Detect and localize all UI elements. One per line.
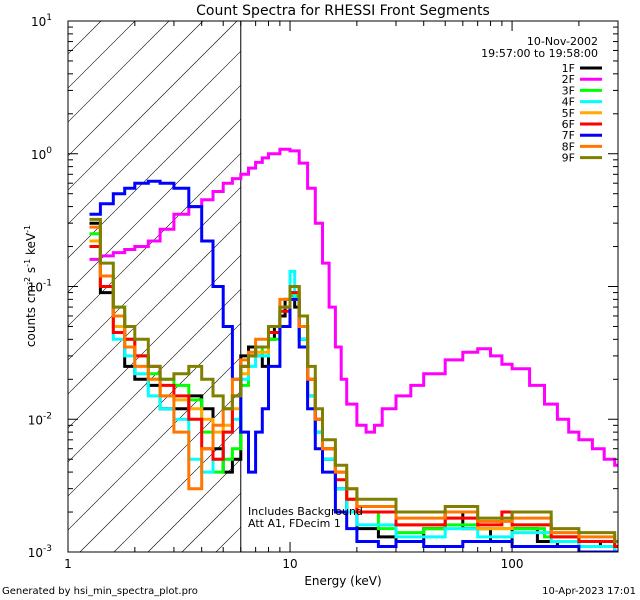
annotation-attenuator: Att A1, FDecim 1 bbox=[248, 517, 341, 530]
series-1F-line bbox=[89, 221, 618, 552]
hatch-line bbox=[68, 84, 241, 259]
hatch-line bbox=[68, 220, 241, 395]
x-tick-labels: 1 10 100 bbox=[64, 557, 523, 571]
legend-label-5F: 5F bbox=[562, 107, 575, 120]
hatch-line bbox=[68, 152, 241, 327]
annotation-background: Includes Background bbox=[248, 505, 363, 518]
x-axis-label: Energy (keV) bbox=[304, 574, 381, 588]
axis-ticks bbox=[67, 21, 619, 553]
x-tick-label: 1 bbox=[64, 557, 72, 571]
hatch-line bbox=[147, 458, 241, 552]
hatch-line bbox=[79, 390, 241, 552]
date-label: 10-Nov-2002 bbox=[527, 35, 598, 48]
footer-generated-by: Generated by hsi_min_spectra_plot.pro bbox=[2, 586, 198, 597]
y-label-sup1: -2 bbox=[23, 277, 32, 285]
hatch-line bbox=[68, 254, 241, 429]
y-tick-label: 10-3 bbox=[28, 544, 52, 560]
y-tick-labels: 10-3 10-2 10-1 100 101 bbox=[28, 13, 53, 560]
hatched-region bbox=[68, 21, 640, 552]
hatch-line bbox=[68, 186, 241, 361]
hatch-line bbox=[68, 21, 238, 191]
legend-label-3F: 3F bbox=[562, 84, 575, 97]
legend-label-8F: 8F bbox=[562, 140, 575, 153]
time-range-label: 19:57:00 to 19:58:00 bbox=[481, 47, 598, 60]
x-tick-label: 100 bbox=[501, 557, 524, 571]
y-label-main: counts cm bbox=[24, 285, 38, 347]
y-axis-label: counts cm-2 s-1 keV-1 bbox=[23, 225, 38, 347]
hatch-line bbox=[68, 356, 241, 531]
y-label-mid: s bbox=[24, 267, 38, 277]
y-tick-label: 10-1 bbox=[28, 279, 52, 295]
legend-label-6F: 6F bbox=[562, 118, 575, 131]
hatch-line bbox=[215, 526, 241, 552]
chart-title: Count Spectra for RHESSI Front Segments bbox=[196, 3, 490, 19]
y-label-sup3: -1 bbox=[23, 225, 32, 233]
legend-label-7F: 7F bbox=[562, 129, 575, 142]
hatch-line bbox=[68, 21, 170, 123]
hatch-line bbox=[68, 50, 241, 225]
hatch-line bbox=[624, 21, 640, 552]
y-label-sup2: -1 bbox=[23, 259, 32, 267]
legend-label-4F: 4F bbox=[562, 96, 575, 109]
hatch-line bbox=[68, 322, 241, 497]
legend-label-9F: 9F bbox=[562, 152, 575, 165]
x-tick-label: 10 bbox=[282, 557, 297, 571]
y-label-end: keV bbox=[24, 232, 38, 259]
y-tick-label: 100 bbox=[31, 146, 52, 162]
hatch-line bbox=[68, 21, 204, 157]
legend-label-2F: 2F bbox=[562, 73, 575, 86]
series-layer bbox=[89, 147, 618, 552]
y-tick-label: 10-2 bbox=[28, 411, 52, 427]
footer-timestamp: 10-Apr-2023 17:01 bbox=[542, 586, 636, 597]
series-9F-line bbox=[89, 217, 618, 543]
legend-label-1F: 1F bbox=[562, 62, 575, 75]
series-7F-line bbox=[89, 179, 618, 552]
hatch-line bbox=[420, 21, 640, 552]
y-tick-label: 101 bbox=[31, 13, 52, 29]
series-2F-line bbox=[89, 147, 618, 467]
